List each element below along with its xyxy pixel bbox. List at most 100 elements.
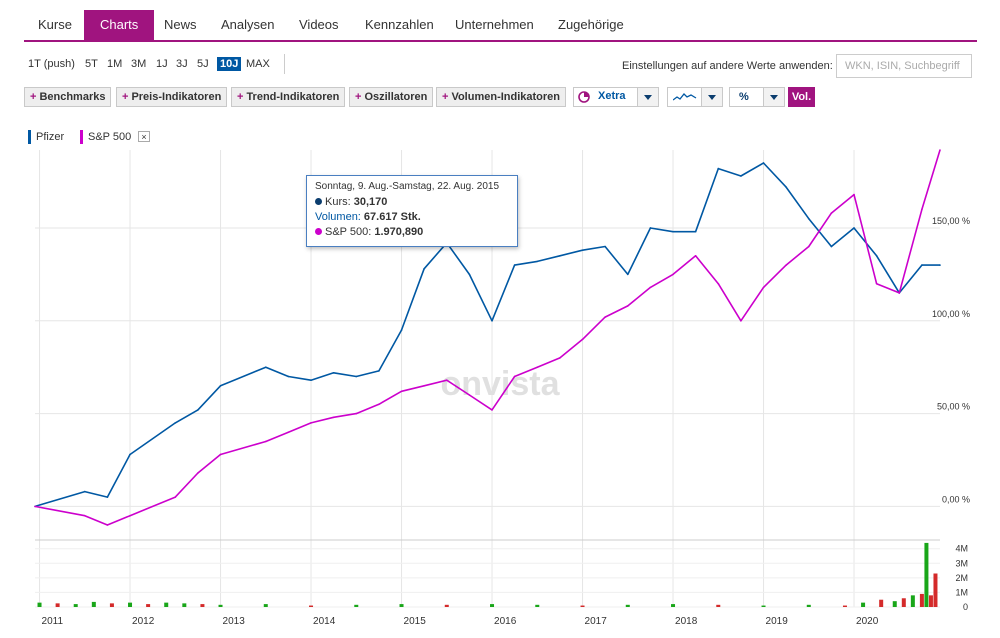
range-1t-push[interactable]: 1T (push) (28, 58, 75, 70)
pie-chart-icon (578, 91, 590, 106)
volume-bar (806, 604, 811, 607)
x-tick-label: 2019 (766, 616, 789, 627)
sp500-point (513, 375, 516, 378)
volume-bar (109, 603, 114, 607)
volume-bar (182, 603, 187, 607)
range-5t[interactable]: 5T (85, 58, 98, 70)
pfizer-point (378, 370, 380, 372)
pfizer-point (468, 273, 471, 276)
volume-tick-label: 2M (955, 573, 968, 583)
tab-kurse[interactable]: Kurse (38, 17, 72, 32)
volume-toggle-button[interactable]: Vol. (788, 87, 815, 107)
tab-kennzahlen[interactable]: Kennzahlen (365, 17, 434, 32)
chart-type-select[interactable] (667, 87, 723, 107)
sp500-point (491, 409, 493, 411)
sp500-point (445, 379, 448, 381)
exchange-select[interactable]: Xetra (573, 87, 659, 107)
pfizer-point (400, 329, 403, 331)
pfizer-point (717, 167, 720, 170)
sp500-legend-swatch (80, 130, 83, 144)
pfizer-point (197, 409, 199, 411)
tab-charts[interactable]: Charts (84, 10, 155, 40)
volume-bar (879, 599, 884, 607)
y-tick-label: 0,00 % (942, 494, 970, 504)
exchange-value: Xetra (598, 90, 626, 102)
pfizer-point (694, 230, 697, 233)
y-tick-label: 50,00 % (937, 402, 970, 412)
range-1m[interactable]: 1M (107, 58, 123, 70)
y-tick-label: 150,00 % (932, 216, 970, 226)
volume-bar (91, 601, 96, 607)
volume-bar (55, 603, 60, 607)
x-tick-label: 2020 (856, 616, 879, 627)
range-max[interactable]: MAX (246, 58, 270, 70)
tab-analysen[interactable]: Analysen (221, 17, 275, 32)
volume-tick-label: 4M (955, 544, 968, 554)
pfizer-point (762, 162, 765, 164)
sp500-point (626, 305, 629, 307)
plus-icon: + (30, 91, 37, 103)
volume-bar (399, 604, 404, 607)
chevron-down-icon (763, 88, 784, 106)
chevron-down-icon (701, 88, 722, 106)
pfizer-legend-label[interactable]: Pfizer (36, 131, 65, 143)
tab-zugehoerige[interactable]: Zugehörige (558, 17, 624, 32)
trend-indikatoren-button[interactable]: + Trend-Indikatoren (231, 87, 346, 107)
volume-bar (309, 605, 314, 607)
pfizer-point (740, 175, 742, 177)
pfizer-point (264, 366, 267, 369)
x-tick-label: 2013 (223, 616, 246, 627)
oszillatoren-button[interactable]: + Oszillatoren (349, 87, 434, 107)
range-3j[interactable]: 3J (176, 58, 188, 70)
pfizer-point (491, 319, 493, 322)
tab-news[interactable]: News (164, 17, 197, 32)
search-input[interactable] (836, 54, 972, 78)
volume-tick-label: 3M (955, 558, 968, 568)
volumen-indikatoren-button[interactable]: + Volumen-Indikatoren (436, 87, 567, 107)
range-3m[interactable]: 3M (131, 58, 147, 70)
x-tick-label: 2011 (42, 616, 64, 627)
sp500-point (174, 496, 177, 498)
range-5j[interactable]: 5J (197, 58, 209, 70)
remove-benchmark-close-icon[interactable]: × (138, 131, 150, 142)
preis-indikatoren-button[interactable]: + Preis-Indikatoren (116, 87, 228, 107)
range-1j[interactable]: 1J (156, 58, 168, 70)
pfizer-point (83, 490, 86, 493)
y-tick-label: 100,00 % (932, 309, 970, 319)
sp500-point (423, 384, 425, 387)
pfizer-point (626, 273, 629, 276)
sp500-point (740, 319, 742, 322)
chevron-down-icon (637, 88, 658, 106)
volume-bar (444, 604, 449, 607)
x-tick-label: 2017 (585, 616, 608, 627)
sp500-point (807, 245, 810, 248)
divider (284, 54, 285, 74)
sp500-point (83, 514, 86, 517)
volume-bar (892, 601, 897, 607)
sp500-legend-label[interactable]: S&P 500 (88, 131, 132, 143)
pfizer-point (355, 375, 358, 378)
sp500-point (129, 514, 131, 517)
pfizer-point (785, 186, 787, 188)
sp500-point (604, 316, 606, 318)
pfizer-point (921, 264, 923, 266)
sp500-point (830, 212, 833, 214)
volume-bar (625, 604, 630, 607)
sp500-point (875, 282, 878, 285)
chart-tooltip: Sonntag, 9. Aug.-Samstag, 22. Aug. 2015 … (306, 175, 518, 247)
settings-label: Einstellungen auf andere Werte anwenden: (622, 60, 833, 72)
pfizer-point (939, 264, 941, 266)
plus-icon: + (442, 91, 449, 103)
tab-videos[interactable]: Videos (299, 17, 339, 32)
benchmarks-button[interactable]: + Benchmarks (24, 87, 112, 107)
pfizer-point (174, 422, 177, 424)
range-10j[interactable]: 10J (217, 57, 242, 71)
tab-unternehmen[interactable]: Unternehmen (455, 17, 534, 32)
volume-bar (933, 573, 938, 607)
scale-select[interactable]: % (729, 87, 785, 107)
volume-bar (128, 602, 133, 607)
pfizer-point (581, 249, 584, 252)
sp500-point (355, 412, 358, 415)
sp500-point (310, 422, 312, 424)
